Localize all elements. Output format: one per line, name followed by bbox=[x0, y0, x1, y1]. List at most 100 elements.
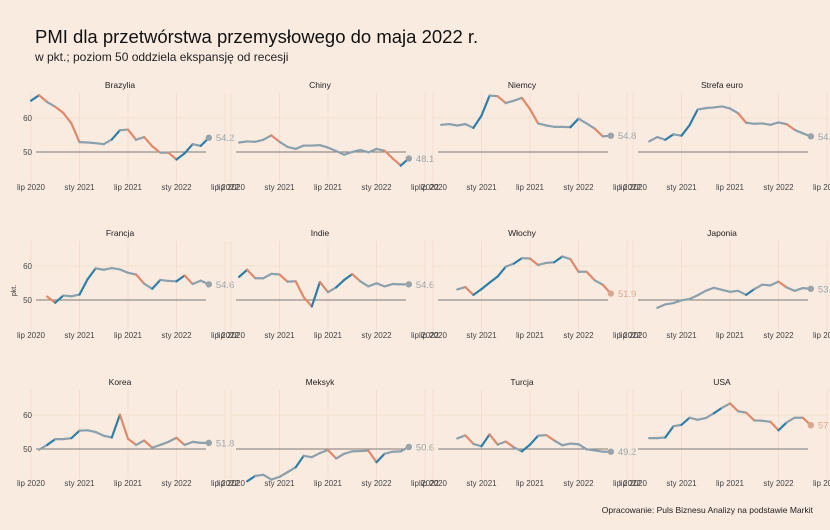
panel-9-series-segment bbox=[310, 451, 322, 459]
x-tick-label: sty 2021 bbox=[666, 479, 697, 488]
panel-11-end-point bbox=[807, 422, 815, 429]
x-tick-label: sty 2021 bbox=[264, 331, 295, 340]
panel-7-series-segment bbox=[720, 288, 732, 293]
panel-9-series-segment bbox=[375, 452, 386, 464]
panel-8-end-point bbox=[205, 439, 213, 447]
panel-8-series-segment bbox=[70, 429, 81, 440]
panel-1-series-segment bbox=[286, 145, 297, 151]
panel-8-series-segment bbox=[167, 436, 178, 443]
panel-1-title: Chiny bbox=[309, 80, 331, 90]
x-tick-label: lip 2022 bbox=[613, 331, 642, 340]
panel-1-series-segment bbox=[278, 140, 289, 148]
panel-3-end-point bbox=[807, 133, 815, 140]
panel-3-series-segment bbox=[712, 105, 724, 109]
panel-5-series-segment bbox=[343, 273, 354, 282]
panel-8-series-segment bbox=[151, 443, 162, 449]
panel-10-series-segment bbox=[504, 440, 515, 449]
panel-10-series-segment bbox=[593, 449, 604, 453]
x-tick-label: sty 2022 bbox=[563, 331, 594, 340]
panel-3-series-segment bbox=[777, 121, 788, 126]
x-tick-label: lip 2022 bbox=[411, 331, 440, 340]
panel-5-series-segment bbox=[270, 272, 281, 276]
panel-10-series-segment bbox=[512, 446, 524, 453]
panel-5-series-segment bbox=[310, 280, 322, 308]
panel-4-series-segment bbox=[175, 274, 186, 283]
panel-5-end-label: 54.6 bbox=[416, 280, 435, 291]
x-tick-label: lip 2021 bbox=[114, 183, 143, 192]
panel-4-series-segment bbox=[134, 273, 146, 285]
panel-4-series-segment bbox=[151, 278, 162, 290]
panel-4-series-segment bbox=[62, 294, 73, 298]
panel-2-series-segment bbox=[520, 96, 532, 111]
panel-1-series-segment bbox=[318, 144, 330, 149]
panel-9-series-segment bbox=[343, 450, 354, 455]
panel-8-series-segment bbox=[143, 439, 154, 449]
panel-0-series-segment bbox=[54, 105, 65, 115]
panel-5-series-segment bbox=[383, 282, 394, 288]
panel-8-series-segment bbox=[102, 434, 113, 439]
x-tick-label: lip 2021 bbox=[314, 331, 343, 340]
panel-3-series-segment bbox=[793, 128, 804, 135]
panel-3-series-segment bbox=[664, 133, 675, 141]
panel-11-title: USA bbox=[713, 377, 731, 387]
panel-3-series-segment bbox=[696, 107, 707, 111]
panel-2-series-segment bbox=[593, 127, 604, 138]
panel-5-series-segment bbox=[278, 273, 289, 283]
x-tick-label: lip 2020 bbox=[17, 331, 46, 340]
panel-0-series-segment bbox=[118, 128, 130, 132]
panel-5-title: Indie bbox=[311, 228, 330, 238]
panel-6-series-segment bbox=[464, 285, 475, 296]
panel-9-series-segment bbox=[254, 473, 265, 477]
x-tick-label: sty 2021 bbox=[666, 183, 697, 192]
x-tick-label: sty 2022 bbox=[361, 331, 392, 340]
panel-5-series-segment bbox=[334, 278, 346, 289]
panel-10-series-segment bbox=[488, 433, 499, 446]
x-tick-label: lip 2020 bbox=[419, 183, 448, 192]
panel-0-series-segment bbox=[151, 145, 162, 154]
panel-2-end-point bbox=[607, 132, 615, 139]
panel-6-series-segment bbox=[496, 265, 507, 278]
x-tick-label: lip 2021 bbox=[114, 331, 143, 340]
panel-1-series-segment bbox=[359, 148, 370, 154]
x-tick-label: sty 2022 bbox=[563, 183, 594, 192]
panel-8-end-label: 51.8 bbox=[216, 438, 235, 449]
panel-7-series-segment bbox=[656, 303, 667, 309]
panel-4-series-segment bbox=[159, 278, 170, 283]
panel-2-series-segment bbox=[456, 123, 467, 127]
panel-2-series-segment bbox=[504, 99, 515, 105]
panel-11-series-segment bbox=[656, 436, 667, 440]
panel-7-title: Japonia bbox=[707, 228, 737, 238]
panel-11-series-segment bbox=[704, 412, 715, 420]
panel-2-series-segment bbox=[480, 94, 491, 117]
panel-7-series-segment bbox=[688, 294, 699, 301]
x-tick-label: sty 2021 bbox=[666, 331, 697, 340]
panel-10-series-segment bbox=[553, 439, 564, 447]
panel-5-series-segment bbox=[246, 268, 257, 280]
panel-2-series-segment bbox=[536, 122, 548, 127]
x-tick-label: lip 2022 bbox=[411, 183, 440, 192]
panel-1-end-point bbox=[405, 155, 413, 162]
panel-11-series-segment bbox=[736, 410, 748, 414]
x-tick-label: lip 2021 bbox=[314, 479, 343, 488]
x-tick-label: lip 2022 bbox=[411, 479, 440, 488]
panel-9-end-label: 50.6 bbox=[416, 442, 435, 453]
panel-11-series-segment bbox=[769, 420, 780, 432]
panel-10-series-segment bbox=[545, 433, 556, 442]
panel-11-series-segment bbox=[680, 416, 691, 426]
x-tick-label: lip 2022 bbox=[211, 479, 240, 488]
panel-8-series-segment bbox=[110, 413, 122, 439]
panel-0-series-segment bbox=[110, 129, 122, 141]
panel-10-series-segment bbox=[520, 443, 532, 453]
panel-5-series-segment bbox=[294, 280, 305, 299]
panel-6-series-segment bbox=[528, 257, 540, 267]
panel-11-series-segment bbox=[761, 419, 772, 423]
panel-10-title: Turcja bbox=[510, 377, 534, 387]
x-tick-label: sty 2022 bbox=[161, 479, 192, 488]
panel-9-series-segment bbox=[246, 474, 257, 483]
panel-5-series-segment bbox=[351, 273, 362, 283]
panel-11-series-segment bbox=[672, 423, 683, 428]
panel-1-series-segment bbox=[270, 134, 281, 143]
panel-9-title: Meksyk bbox=[306, 377, 336, 387]
panel-10-end-label: 49.2 bbox=[618, 447, 637, 458]
panel-2-series-segment bbox=[545, 124, 556, 128]
